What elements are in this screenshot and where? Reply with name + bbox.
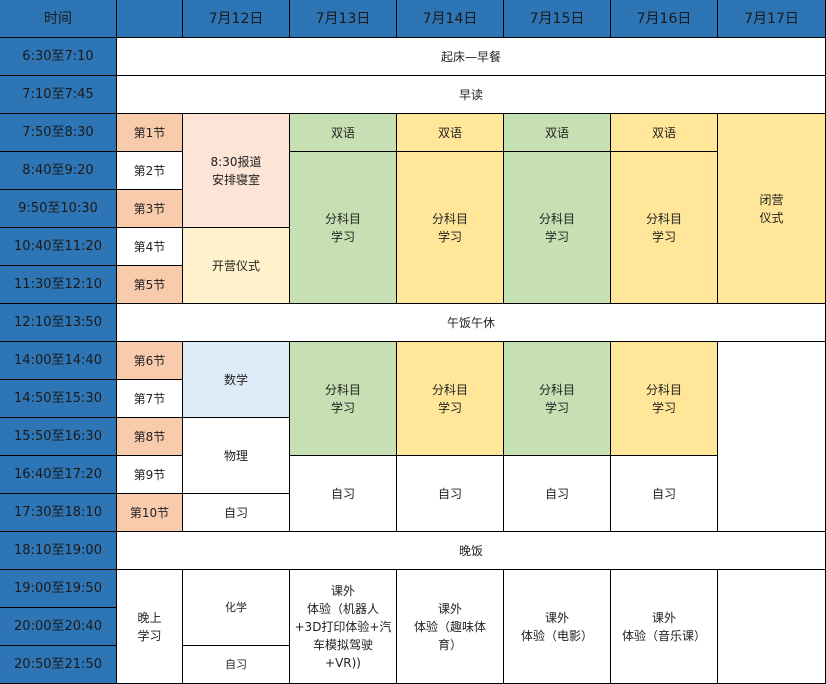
header-day: 7月12日 — [183, 0, 290, 38]
time-slot: 10:40至11:20 — [0, 228, 117, 266]
activity-cell: 课外 体验（电影） — [504, 570, 611, 684]
period-label: 第9节 — [117, 456, 183, 494]
time-slot: 18:10至19:00 — [0, 532, 117, 570]
time-slot: 20:50至21:50 — [0, 646, 117, 684]
subject-study-cell: 分科目 学习 — [504, 342, 611, 456]
chemistry-cell: 化学 — [183, 570, 290, 646]
time-slot: 20:00至20:40 — [0, 608, 117, 646]
dinner-banner: 晚饭 — [117, 532, 826, 570]
math-cell: 数学 — [183, 342, 290, 418]
header-day: 7月15日 — [504, 0, 611, 38]
empty-cell — [718, 570, 826, 684]
time-slot: 15:50至16:30 — [0, 418, 117, 456]
empty-cell — [718, 342, 826, 532]
period-label: 第4节 — [117, 228, 183, 266]
wake-breakfast-banner: 起床—早餐 — [117, 38, 826, 76]
physics-cell: 物理 — [183, 418, 290, 494]
time-slot: 6:30至7:10 — [0, 38, 117, 76]
opening-ceremony-cell: 开营仪式 — [183, 228, 290, 304]
period-label: 第7节 — [117, 380, 183, 418]
header-day: 7月16日 — [611, 0, 718, 38]
time-slot: 17:30至18:10 — [0, 494, 117, 532]
period-label: 第5节 — [117, 266, 183, 304]
time-slot: 14:00至14:40 — [0, 342, 117, 380]
activity-cell: 课外 体验（机器人 +3D打印体验+汽 车模拟驾驶 +VR)) — [290, 570, 397, 684]
activity-cell: 课外 体验（趣味体 育） — [397, 570, 504, 684]
self-study-cell: 自习 — [611, 456, 718, 532]
bilingual-cell: 双语 — [504, 114, 611, 152]
time-slot: 12:10至13:50 — [0, 304, 117, 342]
period-label: 第8节 — [117, 418, 183, 456]
self-study-cell: 自习 — [183, 494, 290, 532]
period-label: 第2节 — [117, 152, 183, 190]
header-day: 7月17日 — [718, 0, 826, 38]
bilingual-cell: 双语 — [611, 114, 718, 152]
header-period — [117, 0, 183, 38]
subject-study-cell: 分科目 学习 — [290, 152, 397, 304]
time-slot: 9:50至10:30 — [0, 190, 117, 228]
bilingual-cell: 双语 — [290, 114, 397, 152]
self-study-cell: 自习 — [290, 456, 397, 532]
subject-study-cell: 分科目 学习 — [611, 342, 718, 456]
subject-study-cell: 分科目 学习 — [397, 342, 504, 456]
time-slot: 11:30至12:10 — [0, 266, 117, 304]
registration-cell: 8:30报道 安排寝室 — [183, 114, 290, 228]
self-study-cell: 自习 — [397, 456, 504, 532]
time-slot: 7:10至7:45 — [0, 76, 117, 114]
evening-study-label: 晚上 学习 — [117, 570, 183, 684]
subject-study-cell: 分科目 学习 — [504, 152, 611, 304]
header-day: 7月13日 — [290, 0, 397, 38]
morning-read-banner: 早读 — [117, 76, 826, 114]
time-slot: 14:50至15:30 — [0, 380, 117, 418]
time-slot: 7:50至8:30 — [0, 114, 117, 152]
time-slot: 8:40至9:20 — [0, 152, 117, 190]
subject-study-cell: 分科目 学习 — [611, 152, 718, 304]
period-label: 第10节 — [117, 494, 183, 532]
period-label: 第3节 — [117, 190, 183, 228]
subject-study-cell: 分科目 学习 — [397, 152, 504, 304]
evening-self-study-cell: 自习 — [183, 646, 290, 684]
activity-cell: 课外 体验（音乐课） — [611, 570, 718, 684]
lunch-banner: 午饭午休 — [117, 304, 826, 342]
self-study-cell: 自习 — [504, 456, 611, 532]
time-slot: 19:00至19:50 — [0, 570, 117, 608]
time-slot: 16:40至17:20 — [0, 456, 117, 494]
header-day: 7月14日 — [397, 0, 504, 38]
bilingual-cell: 双语 — [397, 114, 504, 152]
header-time: 时间 — [0, 0, 117, 38]
subject-study-cell: 分科目 学习 — [290, 342, 397, 456]
period-label: 第1节 — [117, 114, 183, 152]
period-label: 第6节 — [117, 342, 183, 380]
closing-ceremony-cell: 闭营 仪式 — [718, 114, 826, 304]
